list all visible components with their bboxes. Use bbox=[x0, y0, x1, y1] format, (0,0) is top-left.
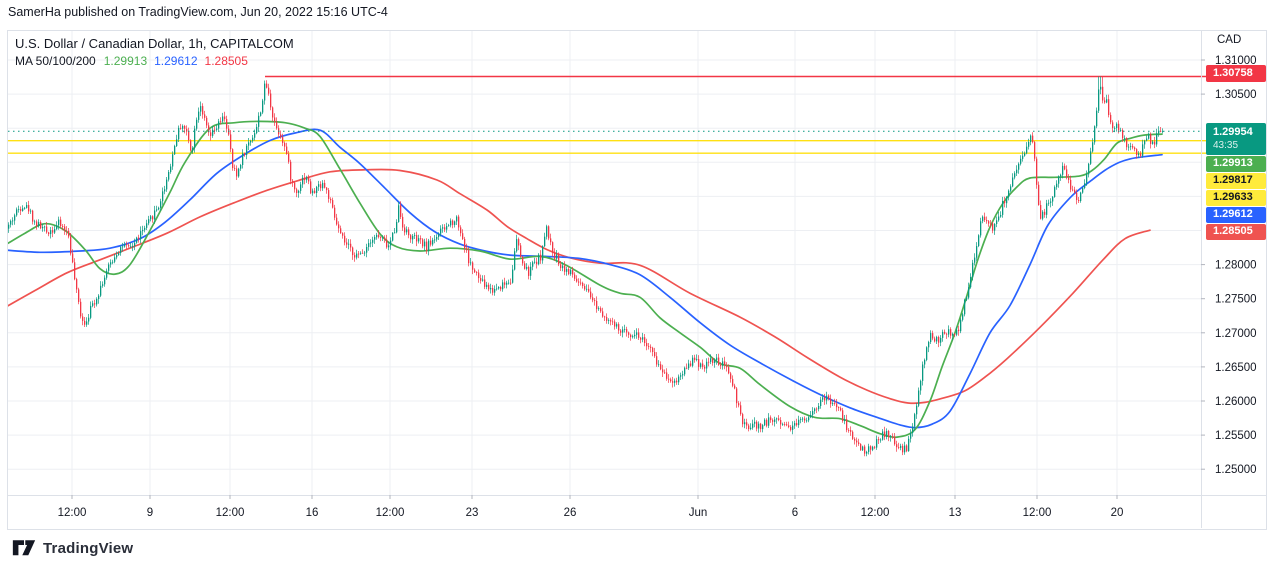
price-badge-1.28505: 1.28505 bbox=[1206, 224, 1266, 240]
level-lines-layer bbox=[8, 75, 1206, 154]
ma100-line[interactable] bbox=[0, 128, 1163, 429]
price-axis-label: 1.26000 bbox=[1215, 396, 1257, 408]
candles-layer bbox=[8, 76, 1164, 457]
price-badge-1.29817: 1.29817 bbox=[1206, 173, 1266, 189]
grid-layer bbox=[8, 31, 1201, 495]
tradingview-logo-icon bbox=[12, 540, 36, 556]
ma-legend-label: MA 50/100/200 bbox=[15, 54, 96, 68]
ma200-line[interactable] bbox=[0, 168, 1151, 405]
price-axis-label: 1.25500 bbox=[1215, 430, 1257, 442]
footer-logo[interactable]: TradingView bbox=[12, 536, 133, 560]
ma100-legend-value: 1.29612 bbox=[154, 54, 198, 68]
time-axis-label: Jun bbox=[689, 507, 708, 519]
price-axis-label: 1.27000 bbox=[1215, 328, 1257, 340]
price-badge-1.29913: 1.29913 bbox=[1206, 156, 1266, 172]
price-axis-label: 1.25000 bbox=[1215, 464, 1257, 476]
price-badge-1.29612: 1.29612 bbox=[1206, 207, 1266, 223]
time-axis-label: 12:00 bbox=[1023, 507, 1052, 519]
time-axis-label: 13 bbox=[949, 507, 962, 519]
time-axis-label: 12:00 bbox=[861, 507, 890, 519]
price-axis-label: 1.28000 bbox=[1215, 260, 1257, 272]
ma-legend-row[interactable]: MA 50/100/200 1.29913 1.29612 1.28505 bbox=[15, 54, 294, 68]
price-axis-label: 1.27500 bbox=[1215, 294, 1257, 306]
price-axis-label: 1.31000 bbox=[1215, 55, 1257, 67]
axes-layer: 1.31000 1.30500 1.28000 1.27500 1.27000 1.265… bbox=[8, 31, 1266, 528]
time-axis-label: 12:00 bbox=[216, 507, 245, 519]
tradingview-logo-text: TradingView bbox=[43, 539, 134, 557]
chart-legend: U.S. Dollar / Canadian Dollar, 1h, CAPIT… bbox=[15, 36, 294, 68]
time-axis-label: 26 bbox=[564, 507, 577, 519]
price-badge-1.29633: 1.29633 bbox=[1206, 190, 1266, 206]
ma200-legend-value: 1.28505 bbox=[204, 54, 248, 68]
time-axis-label: 16 bbox=[306, 507, 319, 519]
time-axis-label: 12:00 bbox=[376, 507, 405, 519]
time-axis-label: 9 bbox=[147, 507, 153, 519]
time-axis-label: 6 bbox=[792, 507, 798, 519]
time-axis-label: 20 bbox=[1111, 507, 1124, 519]
time-axis-label: 12:00 bbox=[58, 507, 87, 519]
price-badge-1.29954: 1.29954 43:35 bbox=[1206, 123, 1266, 155]
currency-label: CAD bbox=[1217, 34, 1242, 46]
price-badge-1.30758: 1.30758 bbox=[1206, 65, 1266, 82]
ma50-legend-value: 1.29913 bbox=[103, 54, 148, 68]
countdown-timer: 43:35 bbox=[1213, 139, 1239, 151]
symbol-title[interactable]: U.S. Dollar / Canadian Dollar, 1h, CAPIT… bbox=[15, 36, 294, 51]
time-axis-label: 23 bbox=[466, 507, 479, 519]
price-axis-label: 1.30500 bbox=[1215, 89, 1257, 101]
attribution-text: SamerHa published on TradingView.com, Ju… bbox=[8, 5, 388, 19]
price-axis-label: 1.26500 bbox=[1215, 362, 1257, 374]
